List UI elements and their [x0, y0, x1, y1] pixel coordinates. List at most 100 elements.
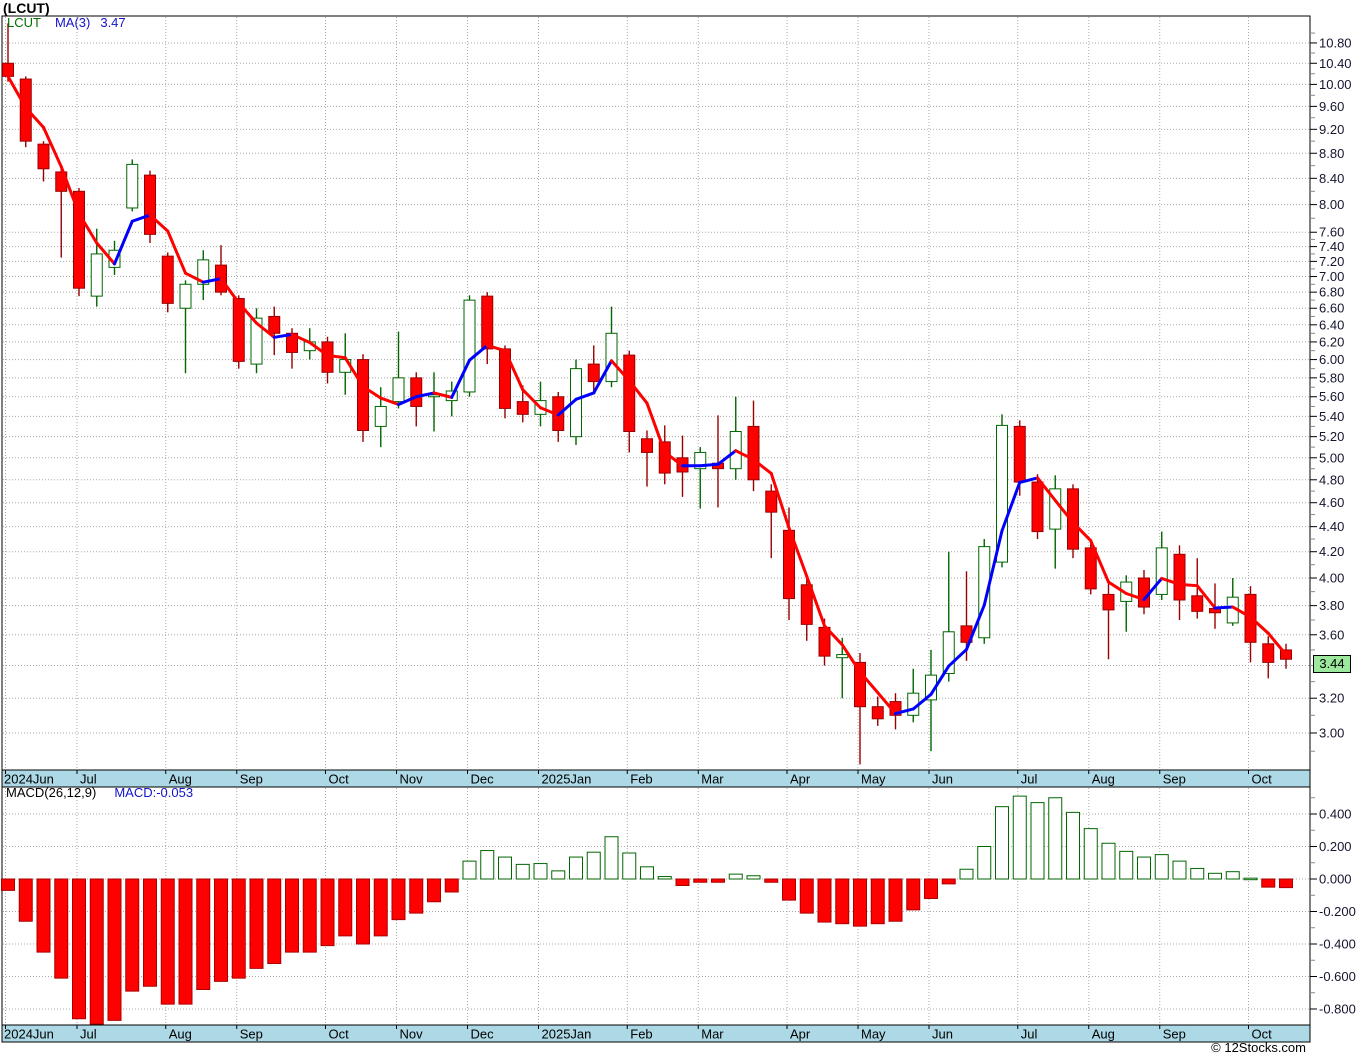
month-label: Jul: [1021, 772, 1038, 787]
ma-line-segment: [343, 356, 365, 389]
candle-body: [516, 401, 529, 415]
candle-body: [1084, 547, 1097, 590]
macd-bar: [427, 878, 441, 903]
macd-bar: [72, 878, 86, 1020]
ma-line-segment: [290, 332, 312, 344]
price-axis-label: 10.00: [1319, 77, 1352, 92]
month-label: Dec: [471, 1027, 495, 1042]
price-axis-label: 5.40: [1319, 409, 1344, 424]
month-label: May: [861, 1027, 886, 1042]
macd-bar: [1208, 872, 1222, 880]
month-label: May: [861, 772, 886, 787]
ma-line-segment: [361, 385, 383, 400]
candle-body: [694, 451, 707, 470]
price-axis-label: 8.00: [1319, 197, 1344, 212]
price-axis-label: 7.00: [1319, 269, 1344, 284]
macd-bar: [373, 878, 388, 937]
price-axis-label: 6.40: [1319, 317, 1344, 332]
price-axis-label: 3.00: [1319, 725, 1344, 740]
macd-bar: [906, 878, 921, 911]
macd-bar: [640, 866, 654, 880]
macd-legend: MACD(26,12,9) MACD:-0.053: [6, 785, 193, 800]
month-label: Oct: [329, 1027, 350, 1042]
ma-line-segment: [272, 332, 294, 339]
ma-line-segment: [379, 396, 400, 406]
ma-line-segment: [823, 624, 844, 647]
candle-body: [587, 363, 600, 383]
macd-indicator-label: MACD(26,12,9): [6, 785, 97, 800]
macd-bar: [214, 878, 228, 982]
candle-body: [1262, 643, 1275, 663]
macd-bar: [1048, 797, 1063, 880]
candle-body: [268, 315, 281, 334]
month-label: Sep: [1163, 772, 1186, 787]
ma-indicator-label: MA(3): [54, 15, 91, 30]
ma-line-segment: [982, 529, 1004, 607]
month-label: Sep: [240, 1027, 263, 1042]
ma-line-segment: [1142, 576, 1164, 602]
candle-body: [499, 348, 511, 409]
macd-bar: [604, 836, 619, 880]
macd-bar: [835, 878, 850, 925]
price-axis-label: 5.60: [1319, 389, 1344, 404]
month-label: Jun: [932, 772, 953, 787]
candle-body: [623, 354, 636, 433]
ma-line-segment: [1089, 539, 1110, 584]
main-plot-area: [1, 15, 1311, 771]
ma-line-segment: [219, 277, 241, 305]
ma-line-segment: [397, 395, 418, 406]
price-axis-label: 7.40: [1319, 239, 1344, 254]
ma-line-segment: [592, 359, 613, 395]
ma-line-segment: [201, 277, 223, 284]
ma-line-segment: [1000, 480, 1022, 533]
ma-line-segment: [556, 397, 578, 417]
ma-line-segment: [1018, 476, 1039, 484]
month-label: Mar: [701, 772, 724, 787]
macd-bar: [196, 878, 211, 990]
ma-line-segment: [485, 343, 507, 353]
candle-body: [978, 546, 991, 639]
copyright-watermark: © 12Stocks.com: [1211, 1040, 1306, 1055]
candle-body: [161, 255, 174, 304]
macd-bar: [1101, 842, 1116, 880]
candle-body: [1102, 593, 1115, 611]
ma-line-segment: [1124, 591, 1146, 602]
price-axis-label: 4.40: [1319, 519, 1344, 534]
macd-bar: [302, 878, 317, 953]
macd-bar: [1279, 878, 1293, 889]
macd-bar: [231, 878, 246, 979]
ma-line-segment: [539, 406, 560, 417]
macd-bar: [178, 878, 193, 1005]
price-axis-label: 3.80: [1319, 598, 1344, 613]
ma-line-segment: [1231, 605, 1252, 619]
macd-bar: [817, 878, 832, 923]
macd-axis-label: -0.800: [1319, 1002, 1356, 1017]
macd-bar: [1243, 877, 1258, 881]
price-axis-label: 4.60: [1319, 495, 1344, 510]
ma-line-segment: [326, 353, 347, 360]
symbol-label: LCUT: [7, 15, 41, 30]
month-label: Dec: [471, 772, 495, 787]
ma-line-segment: [911, 692, 933, 711]
macd-bar: [1030, 802, 1045, 880]
month-label: Sep: [240, 772, 263, 787]
price-axis-label: 5.20: [1319, 429, 1344, 444]
price-axis-label: 8.80: [1319, 146, 1344, 161]
ma-line-segment: [450, 358, 471, 399]
price-axis-label: 7.60: [1319, 225, 1344, 240]
month-label: Aug: [169, 1027, 192, 1042]
price-axis-label: 5.00: [1319, 450, 1344, 465]
macd-bar: [728, 873, 743, 880]
month-label: Jul: [80, 1027, 97, 1042]
ma-line-segment: [663, 450, 684, 468]
candle-body: [836, 654, 849, 659]
macd-bar: [249, 878, 264, 969]
macd-bar: [959, 868, 974, 880]
macd-bar: [36, 878, 51, 953]
macd-bar: [853, 878, 867, 927]
macd-axis-label: 0.000: [1319, 872, 1352, 887]
candle-body: [19, 78, 32, 142]
candle-body: [463, 299, 476, 393]
price-axis-label: 10.80: [1319, 35, 1352, 50]
